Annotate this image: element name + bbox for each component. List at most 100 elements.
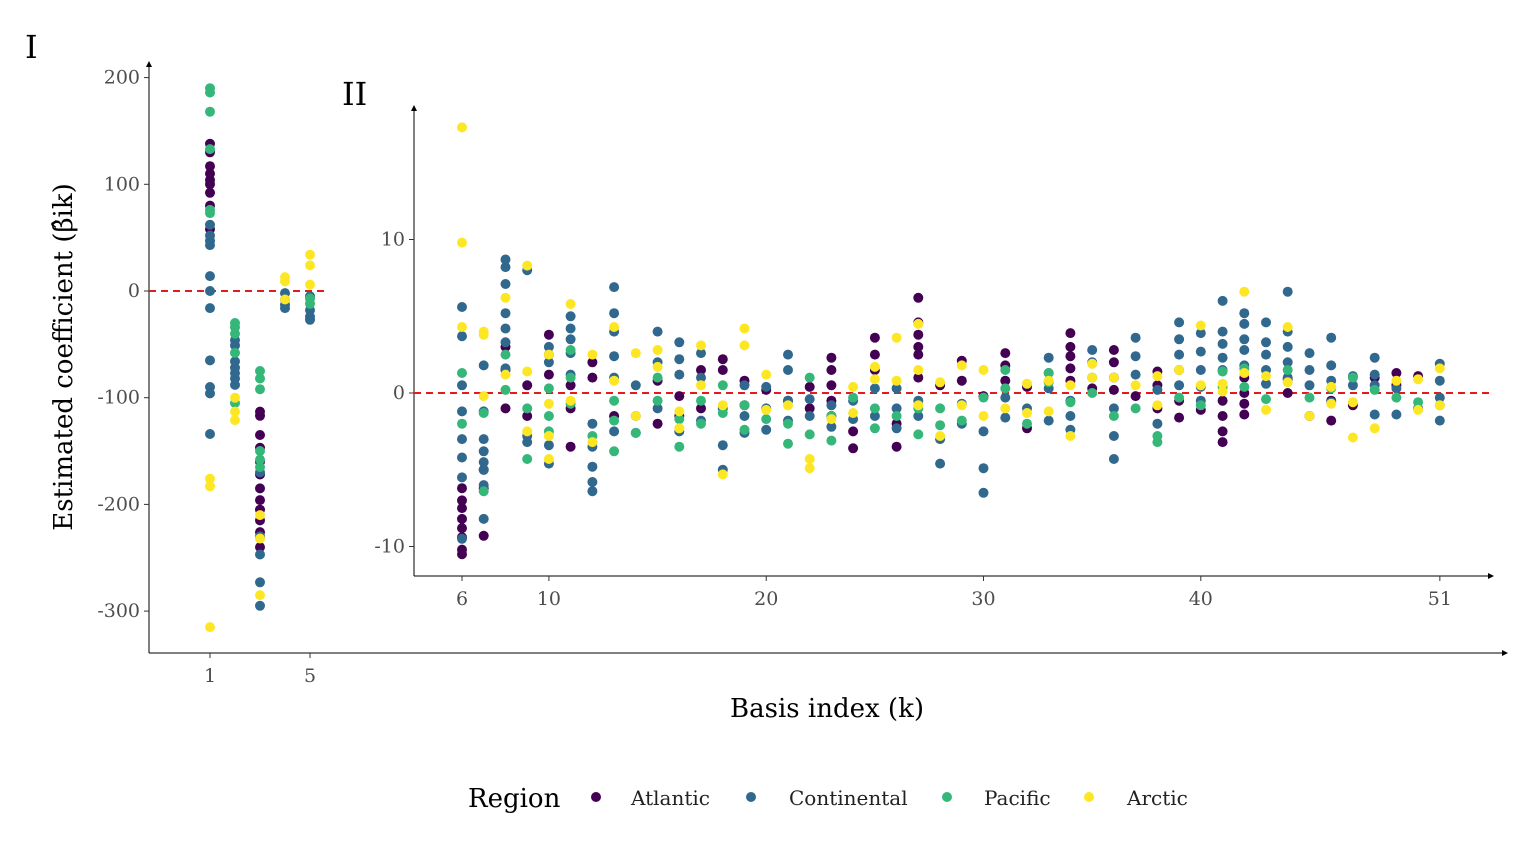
point-continental xyxy=(1239,334,1250,345)
point-arctic xyxy=(543,431,554,441)
point-arctic xyxy=(761,369,772,380)
point-continental xyxy=(1065,411,1076,421)
point-continental xyxy=(205,303,215,314)
point-arctic xyxy=(848,381,859,392)
point-atlantic xyxy=(522,411,533,421)
x-tick-label: 30 xyxy=(971,588,995,610)
point-continental xyxy=(1261,349,1271,360)
point-pacific xyxy=(205,87,215,98)
point-pacific xyxy=(522,454,533,464)
point-atlantic xyxy=(848,426,859,437)
point-arctic xyxy=(1000,403,1011,414)
point-pacific xyxy=(1217,366,1228,377)
point-continental xyxy=(587,486,598,497)
point-continental xyxy=(1434,415,1445,426)
point-arctic xyxy=(457,122,467,133)
point-arctic xyxy=(869,374,880,385)
panel-i-points xyxy=(205,83,315,633)
point-arctic xyxy=(891,375,902,386)
point-atlantic xyxy=(869,332,880,343)
point-pacific xyxy=(1369,384,1380,395)
point-arctic xyxy=(1326,398,1337,409)
point-arctic xyxy=(913,318,924,329)
point-continental xyxy=(1174,334,1185,345)
point-continental xyxy=(674,354,685,365)
point-pacific xyxy=(630,427,641,438)
point-continental xyxy=(1174,349,1185,360)
point-continental xyxy=(205,219,215,230)
point-arctic xyxy=(1261,404,1271,415)
point-atlantic xyxy=(255,495,265,506)
point-atlantic xyxy=(1239,409,1250,420)
point-arctic xyxy=(478,329,489,340)
point-pacific xyxy=(1022,418,1032,429)
point-pacific xyxy=(1108,411,1119,421)
point-continental xyxy=(1152,418,1163,429)
point-atlantic xyxy=(1239,398,1250,409)
point-arctic xyxy=(543,398,554,409)
point-continental xyxy=(1239,308,1250,319)
point-continental xyxy=(457,452,467,463)
point-continental xyxy=(674,337,685,348)
point-continental xyxy=(587,477,598,487)
point-arctic xyxy=(1282,322,1293,332)
point-arctic xyxy=(652,361,663,372)
point-arctic xyxy=(1087,358,1098,369)
point-continental xyxy=(1087,345,1098,355)
x-axis-title: Basis index (k) xyxy=(730,694,924,724)
point-atlantic xyxy=(1217,426,1228,437)
point-continental xyxy=(1304,365,1315,375)
x-tick-label: 51 xyxy=(1428,588,1452,610)
point-arctic xyxy=(1282,377,1293,388)
point-continental xyxy=(457,331,467,342)
point-pacific xyxy=(522,403,533,414)
point-arctic xyxy=(609,322,620,332)
point-continental xyxy=(1174,380,1185,391)
point-continental xyxy=(587,418,598,429)
point-arctic xyxy=(478,391,489,402)
x-tick-label: 5 xyxy=(304,665,316,687)
point-continental xyxy=(978,463,989,474)
y-tick-label: 100 xyxy=(104,173,140,195)
point-continental xyxy=(1000,392,1011,403)
point-arctic xyxy=(500,292,511,303)
point-arctic xyxy=(956,360,967,371)
point-continental xyxy=(1195,328,1206,339)
point-continental xyxy=(1043,415,1054,426)
point-arctic xyxy=(1347,432,1358,443)
point-arctic xyxy=(500,369,511,380)
point-pacific xyxy=(1043,368,1054,378)
point-continental xyxy=(478,360,489,371)
point-atlantic xyxy=(1217,437,1228,448)
point-arctic xyxy=(630,411,641,421)
point-pacific xyxy=(230,347,240,358)
point-arctic xyxy=(1347,397,1358,408)
point-continental xyxy=(761,381,772,392)
panel-ii-points xyxy=(457,122,1445,560)
point-arctic xyxy=(978,365,989,375)
point-pacific xyxy=(652,395,663,406)
legend-dot-atlantic xyxy=(591,792,601,802)
x-tick-label: 1 xyxy=(204,665,216,687)
point-atlantic xyxy=(826,380,837,391)
point-arctic xyxy=(255,510,265,521)
point-arctic xyxy=(1108,372,1119,383)
point-continental xyxy=(478,513,489,524)
point-continental xyxy=(826,421,837,432)
point-continental xyxy=(205,286,215,296)
point-atlantic xyxy=(1217,411,1228,421)
point-pacific xyxy=(978,392,989,403)
y-tick-label: 0 xyxy=(393,382,405,404)
point-atlantic xyxy=(1000,375,1011,386)
point-pacific xyxy=(1000,383,1011,394)
point-atlantic xyxy=(717,354,728,365)
point-continental xyxy=(565,323,576,334)
point-arctic xyxy=(1065,380,1076,391)
point-continental xyxy=(804,394,815,405)
point-arctic xyxy=(696,340,706,351)
point-atlantic xyxy=(956,375,967,386)
point-continental xyxy=(1108,403,1119,414)
y-tick-label: -200 xyxy=(97,493,140,515)
point-atlantic xyxy=(457,549,467,560)
point-continental xyxy=(457,533,467,544)
